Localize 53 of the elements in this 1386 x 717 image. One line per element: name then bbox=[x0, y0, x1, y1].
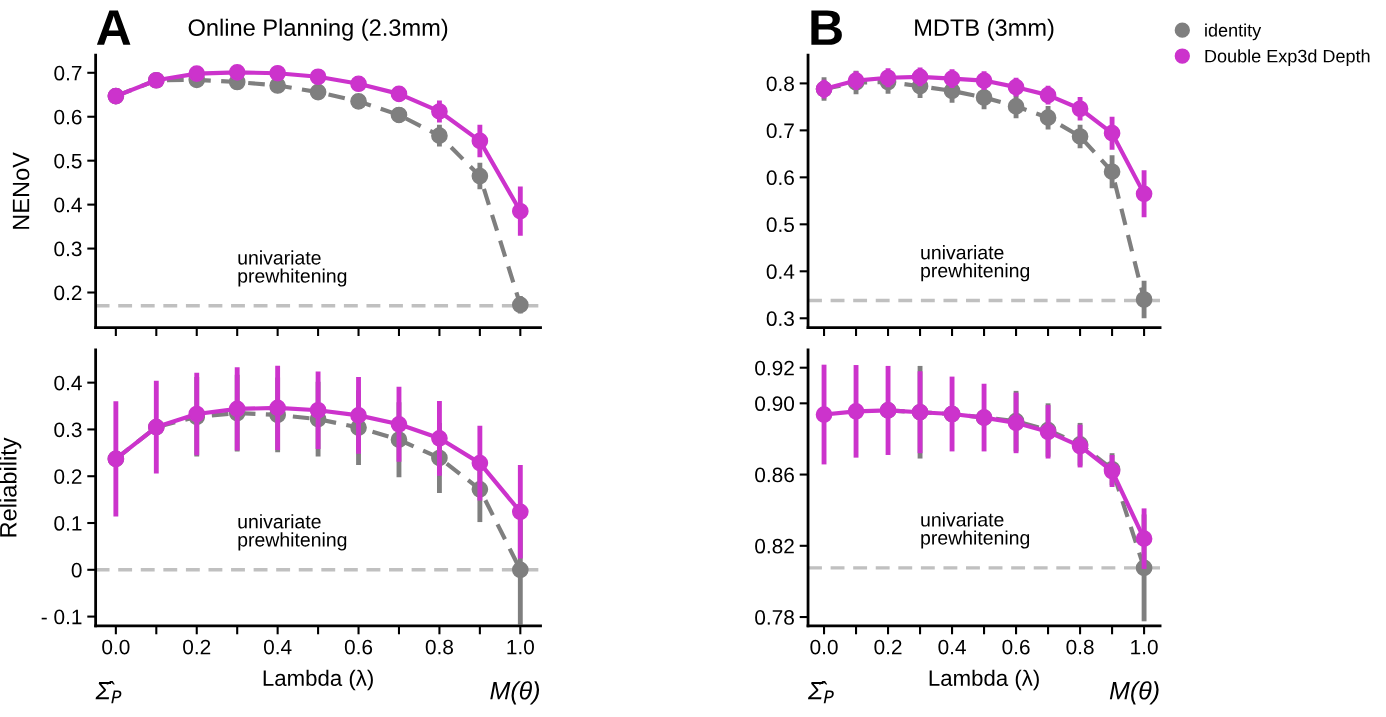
legend-label: identity bbox=[1205, 23, 1262, 41]
text: Σ̂$_{P}$ bbox=[95, 681, 122, 704]
x-tick-label: 0.0 bbox=[102, 639, 130, 655]
y-axis-title: Reliability bbox=[0, 437, 22, 537]
y-tick-label: 0.78 bbox=[755, 610, 794, 625]
y-tick-label: 0.4 bbox=[766, 264, 795, 280]
x-tick-label: 0.6 bbox=[344, 639, 373, 655]
y-tick-label: 0.7 bbox=[54, 65, 82, 81]
y-tick-label: 0.6 bbox=[54, 109, 82, 125]
y-tick-label: 0.1 bbox=[54, 516, 82, 531]
x-tick-label: 0.4 bbox=[263, 639, 292, 655]
x-tick-label: 0.2 bbox=[183, 639, 211, 655]
ref-line-label: univariate prewhitening bbox=[238, 250, 347, 287]
y-tick-label: 0.3 bbox=[54, 241, 82, 257]
y-tick-label: 0.90 bbox=[755, 396, 795, 412]
x-tick-label: 1.0 bbox=[507, 639, 534, 655]
y-tick-label: 0.2 bbox=[54, 285, 82, 301]
y-tick-label: 0.6 bbox=[766, 170, 794, 186]
x-tick-label: 0.8 bbox=[425, 639, 453, 655]
y-tick-label: 0 bbox=[71, 562, 82, 578]
y-tick-label: 0.92 bbox=[755, 360, 794, 376]
legend-label: Double Exp3d Depth bbox=[1205, 49, 1370, 67]
y-tick-label: 0.4 bbox=[54, 375, 82, 391]
y-tick-label: 0.82 bbox=[755, 538, 794, 554]
text: Σ̂$_{P}$ bbox=[807, 681, 834, 704]
x-axis-title: Lambda (λ) bbox=[929, 669, 1039, 691]
y-tick-label: 0.86 bbox=[755, 467, 794, 483]
y-axis-title: NENoV bbox=[12, 152, 30, 229]
x-axis-title: Lambda (λ) bbox=[263, 669, 373, 691]
y-tick-label: 0.2 bbox=[54, 469, 82, 484]
text: A bbox=[96, 10, 131, 45]
y-tick-label: - 0.1 bbox=[41, 609, 82, 625]
ref-line-label: univariate prewhitening bbox=[921, 245, 1030, 282]
text: B bbox=[811, 10, 842, 45]
x-tick-label: 0.2 bbox=[874, 639, 902, 655]
y-tick-label: 0.8 bbox=[766, 76, 794, 92]
text: M(θ) bbox=[1109, 681, 1159, 705]
y-tick-label: 0.3 bbox=[766, 311, 794, 327]
chart-title: MDTB (3mm) bbox=[915, 18, 1054, 41]
x-tick-label: 0.8 bbox=[1066, 639, 1094, 655]
x-tick-label: 0.4 bbox=[938, 639, 966, 655]
ref-line-label: univariate prewhitening bbox=[921, 512, 1030, 549]
y-tick-label: 0.7 bbox=[766, 123, 794, 139]
text: M(θ) bbox=[490, 681, 540, 705]
x-tick-label: 0.0 bbox=[810, 639, 838, 655]
y-tick-label: 0.5 bbox=[54, 153, 82, 169]
chart-title: Online Planning (2.3mm) bbox=[188, 18, 448, 41]
x-tick-label: 1.0 bbox=[1131, 639, 1158, 655]
x-tick-label: 0.6 bbox=[1002, 639, 1030, 655]
ref-line-label: univariate prewhitening bbox=[238, 514, 347, 551]
y-tick-label: 0.3 bbox=[54, 422, 82, 438]
y-tick-label: 0.4 bbox=[54, 197, 82, 213]
y-tick-label: 0.5 bbox=[766, 217, 794, 233]
